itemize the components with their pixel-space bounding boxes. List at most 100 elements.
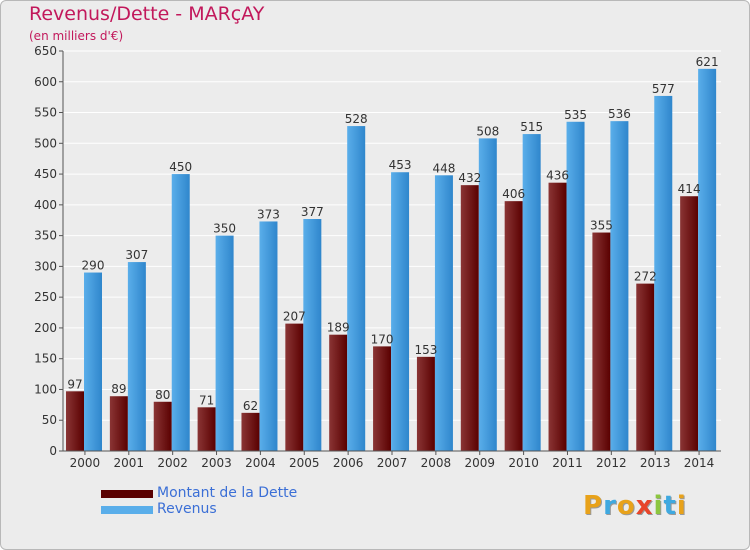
x-tick-label: 2003 (201, 456, 232, 470)
bar-revenus (84, 272, 102, 451)
bar-dette (460, 185, 479, 451)
logo-letter: P (583, 491, 604, 521)
y-tick-label: 100 (34, 382, 57, 396)
data-label-dette: 436 (546, 169, 569, 183)
data-label-dette: 89 (111, 382, 126, 396)
bar-dette (504, 201, 523, 451)
bar-dette (592, 232, 611, 451)
proxiti-logo: Proxiti (583, 491, 687, 521)
y-tick-label: 350 (34, 229, 57, 243)
y-tick-label: 600 (34, 75, 57, 89)
data-labels: 97 290 89 307 80 450 71 350 62 373 207 377 189 528 170… (67, 55, 718, 413)
logo-letter: t (663, 491, 677, 521)
x-tick-label: 2012 (596, 456, 627, 470)
data-label-dette: 272 (634, 270, 657, 284)
logo-letter: o (616, 491, 636, 521)
logo-letter: i (676, 491, 687, 521)
legend-swatch-revenus (101, 506, 153, 514)
data-label-dette: 170 (371, 332, 394, 346)
unit-label: (en milliers d'€) (29, 29, 124, 43)
bar-revenus (522, 134, 541, 452)
data-label-dette: 355 (590, 219, 613, 233)
chart-title: Revenus/Dette - MARçAY (29, 3, 265, 25)
bar-dette (66, 391, 84, 451)
x-tick-label: 2005 (289, 456, 320, 470)
bars (66, 68, 717, 452)
y-tick-label: 400 (34, 198, 57, 212)
bar-dette (373, 346, 392, 451)
data-label-dette: 414 (678, 182, 701, 196)
bar-dette (636, 283, 655, 451)
data-label-dette: 80 (155, 388, 170, 402)
x-tick-label: 2002 (157, 456, 188, 470)
y-tick-label: 0 (49, 444, 57, 458)
data-label-revenus: 373 (257, 207, 280, 221)
data-label-dette: 153 (414, 343, 437, 357)
data-label-dette: 406 (502, 187, 525, 201)
data-label-revenus: 290 (82, 259, 105, 273)
bar-revenus (215, 235, 234, 451)
data-label-revenus: 450 (169, 160, 192, 174)
y-tick-label: 550 (34, 106, 57, 120)
data-label-revenus: 515 (520, 120, 543, 134)
bar-dette (416, 356, 435, 451)
y-tick-label: 300 (34, 259, 57, 273)
data-label-revenus: 377 (301, 205, 324, 219)
x-tick-label: 2004 (245, 456, 276, 470)
y-tick-label: 250 (34, 290, 57, 304)
y-tick-label: 500 (34, 136, 57, 150)
data-label-dette: 189 (327, 321, 350, 335)
legend-label-revenus: Revenus (157, 501, 217, 517)
data-label-revenus: 535 (564, 108, 587, 122)
logo-letter: x (635, 491, 654, 521)
y-tick-label: 450 (34, 167, 57, 181)
bar-dette (109, 396, 128, 451)
x-tick-label: 2007 (377, 456, 408, 470)
data-label-revenus: 577 (652, 82, 675, 96)
bar-revenus (566, 121, 585, 452)
bar-revenus (698, 68, 717, 451)
x-tick-label: 2000 (70, 456, 101, 470)
bar-revenus (347, 126, 366, 452)
x-tick-label: 2011 (552, 456, 583, 470)
y-tick-label: 200 (34, 321, 57, 335)
data-label-revenus: 621 (696, 55, 719, 69)
data-label-dette: 97 (67, 377, 82, 391)
data-label-dette: 71 (199, 393, 214, 407)
data-label-revenus: 448 (432, 161, 455, 175)
bar-dette (680, 196, 699, 451)
bar-dette (285, 323, 304, 451)
data-label-revenus: 307 (125, 248, 148, 262)
y-tick-label: 150 (34, 352, 57, 366)
bar-dette (241, 412, 260, 451)
x-tick-label: 2013 (640, 456, 671, 470)
bar-revenus (171, 174, 190, 452)
bar-dette (153, 401, 172, 451)
x-tick-label: 2009 (464, 456, 495, 470)
bar-revenus (303, 219, 322, 451)
bar-revenus (654, 95, 673, 451)
data-label-revenus: 528 (345, 112, 368, 126)
bar-dette (197, 407, 216, 451)
bar-dette (548, 182, 567, 451)
y-tick-label: 650 (34, 44, 57, 58)
data-label-dette: 432 (458, 171, 481, 185)
data-label-revenus: 350 (213, 222, 236, 236)
bar-revenus (434, 175, 453, 452)
data-label-dette: 207 (283, 310, 306, 324)
y-axis: 0 50 100 150 200 250 300 350 400 450 500 550 600 650 (34, 44, 64, 458)
logo-letter: i (653, 491, 664, 521)
y-tick-label: 50 (42, 413, 57, 427)
logo-letter: r (603, 491, 617, 521)
x-tick-label: 2014 (684, 456, 715, 470)
x-tick-label: 2001 (114, 456, 145, 470)
bar-revenus (478, 138, 497, 451)
x-tick-label: 2006 (333, 456, 364, 470)
x-tick-label: 2008 (421, 456, 452, 470)
data-label-revenus: 508 (476, 124, 499, 138)
x-axis: 2000 2001 2002 2003 2004 2005 2006 2007 2008 2009… (63, 450, 721, 470)
data-label-revenus: 453 (389, 158, 412, 172)
legend-swatch-dette (101, 490, 153, 498)
